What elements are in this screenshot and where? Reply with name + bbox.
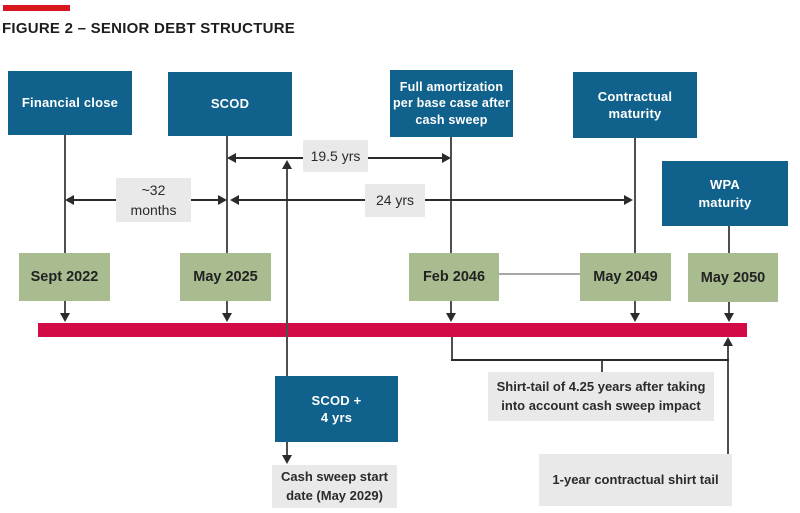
arrowhead-left-sweep-tenor [227,153,236,163]
date-box-sept-2022: Sept 2022 [19,253,110,301]
arrowhead-up-contractual-shirt-tail [723,337,733,346]
milestone-box-scod-plus-4: SCOD + 4 yrs [275,376,398,442]
milestone-label: per base case after [392,96,511,111]
date-box-may-2050: May 2050 [688,253,778,302]
measure-label-contractual-tenor: 24 yrs [365,184,425,217]
header-accent-bar [3,5,70,11]
figure-title: FIGURE 2 – SENIOR DEBT STRUCTURE [2,20,296,37]
annotation-line: Shirt-tail of 4.25 years after taking [496,378,706,394]
arrowhead-right-months-to-scod [218,195,227,205]
arrowhead-down-wpa-maturity [724,313,734,322]
milestone-label: WPA [710,177,740,193]
milestone-label: 4 yrs [320,410,353,425]
annotation-shirt-tail: Shirt-tail of 4.25 years after taking in… [488,372,714,421]
feb2046-may2049-connector-line [499,273,580,275]
milestone-box-scod: SCOD [168,72,292,136]
measure-label-months-to-scod: ~32 months [116,178,191,222]
arrowhead-left-months-to-scod [65,195,74,205]
milestone-label: Full amortization [399,79,504,94]
contractual-tenor-measure-line [238,199,626,201]
arrowhead-down-cash-sweep-start [282,455,292,464]
milestone-label: Contractual [597,88,673,104]
scod-plus-4-connector-line [286,169,288,376]
shirt-tail-bracket-tick-line [601,361,603,372]
scod-connector-line [226,136,228,314]
measure-label-line: months [130,202,177,218]
milestone-label: maturity [698,194,752,210]
milestone-label: SCOD + [311,392,362,408]
milestone-box-financial-close: Financial close [8,71,132,135]
cash-sweep-start-connector-line [286,442,288,455]
arrowhead-down-scod [222,313,232,322]
arrowhead-down-contractual-maturity [630,313,640,322]
annotation-contractual-shirt-tail: 1-year contractual shirt tail [539,454,732,506]
milestone-box-contractual-maturity: Contractual maturity [573,72,697,138]
annotation-cash-sweep-start: Cash sweep start date (May 2029) [272,465,397,508]
annotation-line: Cash sweep start [281,468,388,484]
milestone-label: maturity [608,106,662,121]
milestone-label: cash sweep [415,112,488,127]
arrowhead-down-financial-close [60,313,70,322]
date-box-may-2049: May 2049 [580,253,671,301]
arrowhead-right-sweep-tenor [442,153,451,163]
measure-label-line: ~32 [141,181,166,198]
date-box-may-2025: May 2025 [180,253,271,301]
contractual-maturity-connector-line [634,138,636,314]
milestone-box-full-amortization: Full amortization per base case after ca… [390,70,513,137]
full-amortization-connector-line [450,137,452,314]
arrowhead-down-full-amortization [446,313,456,322]
milestone-box-wpa-maturity: WPA maturity [662,161,788,226]
milestone-label: Financial close [21,95,119,111]
shirt-tail-bracket-left-line [451,337,453,361]
shirt-tail-bracket-line [451,359,729,361]
contractual-shirt-tail-line [727,346,729,454]
timeline-bar [38,323,747,337]
arrowhead-left-contractual-tenor [230,195,239,205]
milestone-label: SCOD [210,96,250,112]
date-box-feb-2046: Feb 2046 [409,253,499,301]
measure-label-sweep-tenor: 19.5 yrs [303,140,368,172]
arrowhead-up-scod-plus-4 [282,160,292,169]
arrowhead-right-contractual-tenor [624,195,633,205]
annotation-line: date (May 2029) [286,487,383,503]
financial-close-connector-line [64,135,66,314]
annotation-line: into account cash sweep impact [501,397,701,413]
